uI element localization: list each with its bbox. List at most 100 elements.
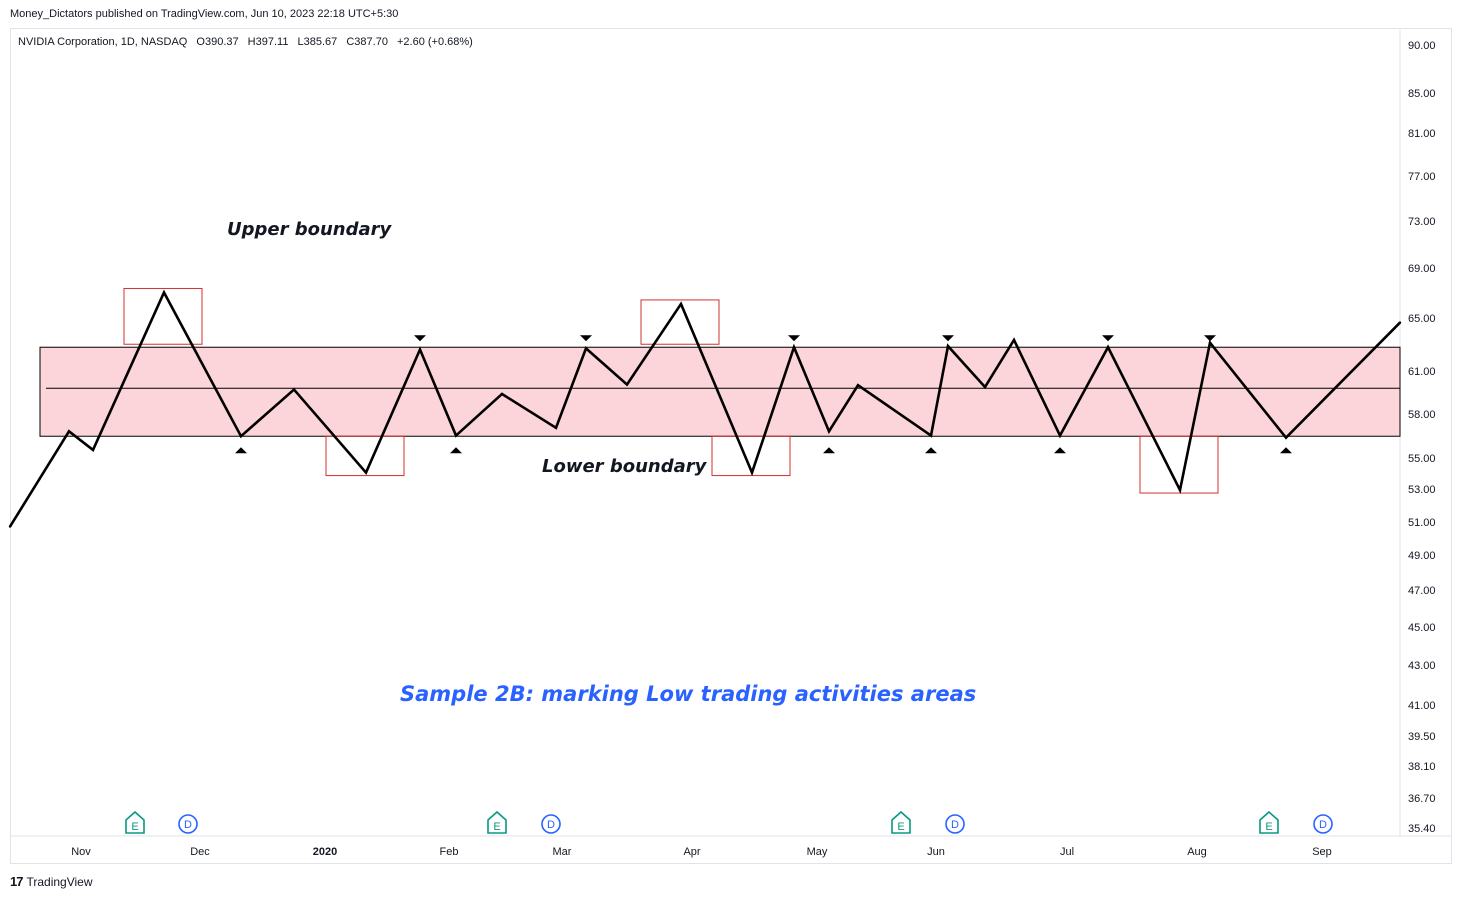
earnings-event-icon[interactable]: E bbox=[1259, 810, 1279, 834]
price-point-21 bbox=[983, 385, 987, 389]
price-series-line bbox=[8, 289, 1401, 528]
price-point-6 bbox=[292, 388, 296, 391]
svg-text:E: E bbox=[493, 821, 500, 833]
x-tick-label: 2020 bbox=[313, 846, 337, 858]
price-point-25 bbox=[1178, 488, 1182, 492]
x-tick-label: Aug bbox=[1187, 846, 1207, 858]
breakout-box-5 bbox=[1139, 435, 1219, 494]
y-tick-label: 43.00 bbox=[1408, 660, 1436, 672]
price-point-24 bbox=[1106, 346, 1110, 349]
tradingview-logo-icon: 17 bbox=[10, 874, 24, 889]
svg-text:E: E bbox=[897, 821, 904, 833]
breakout-box-4 bbox=[711, 435, 791, 477]
y-tick-label: 55.00 bbox=[1408, 453, 1436, 465]
breakout-box-1 bbox=[123, 287, 203, 345]
brand-name: TradingView bbox=[26, 874, 93, 889]
sample-note: Sample 2B: marking Low trading activitie… bbox=[400, 682, 976, 706]
price-point-17 bbox=[827, 430, 831, 433]
svg-text:E: E bbox=[1265, 821, 1272, 833]
dividend-event-icon[interactable]: D bbox=[1313, 814, 1333, 834]
open-value: O390.37 bbox=[196, 36, 239, 48]
swing-high-marker-2 bbox=[580, 335, 592, 342]
y-tick-label: 53.00 bbox=[1408, 484, 1436, 496]
y-tick-label: 85.00 bbox=[1408, 88, 1436, 100]
dividend-event-icon[interactable]: D bbox=[178, 814, 198, 834]
price-point-27 bbox=[1284, 436, 1288, 439]
price-point-9 bbox=[454, 434, 458, 437]
x-tick-label: Mar bbox=[553, 846, 572, 858]
swing-low-marker-6 bbox=[1280, 447, 1292, 454]
chart-frame bbox=[10, 28, 1452, 864]
low-value: L385.67 bbox=[297, 36, 338, 48]
x-tick-label: May bbox=[807, 846, 828, 858]
range-band bbox=[39, 346, 1401, 437]
swing-high-marker-3 bbox=[788, 335, 800, 342]
x-tick-label: Feb bbox=[440, 846, 459, 858]
price-point-18 bbox=[856, 383, 860, 387]
swing-low-marker-5 bbox=[1054, 447, 1066, 454]
price-point-7 bbox=[364, 471, 368, 474]
breakout-box-3 bbox=[640, 299, 720, 345]
upper-boundary-label: Upper boundary bbox=[227, 219, 393, 240]
price-point-20 bbox=[946, 344, 950, 348]
y-tick-label: 51.00 bbox=[1408, 517, 1436, 529]
earnings-event-icon[interactable]: E bbox=[891, 810, 911, 834]
tradingview-brand[interactable]: 17 TradingView bbox=[10, 874, 93, 889]
y-tick-label: 61.00 bbox=[1408, 366, 1436, 378]
price-point-22 bbox=[1012, 338, 1016, 342]
price-point-12 bbox=[584, 347, 588, 350]
price-point-19 bbox=[929, 434, 933, 437]
x-tick-label: Sep bbox=[1312, 846, 1332, 858]
price-point-23 bbox=[1058, 434, 1062, 437]
change-value: +2.60 (+0.68%) bbox=[397, 36, 473, 48]
svg-text:D: D bbox=[547, 819, 555, 831]
svg-text:E: E bbox=[131, 821, 138, 833]
price-point-15 bbox=[750, 471, 754, 474]
price-point-13 bbox=[625, 383, 629, 386]
earnings-event-icon[interactable]: E bbox=[487, 810, 507, 834]
x-tick-label: Dec bbox=[190, 846, 210, 858]
swing-high-marker-4 bbox=[942, 335, 954, 342]
symbol-name: NVIDIA Corporation, 1D, NASDAQ bbox=[18, 36, 188, 48]
y-tick-label: 41.00 bbox=[1408, 700, 1436, 712]
price-point-2 bbox=[67, 430, 71, 433]
y-tick-label: 65.00 bbox=[1408, 313, 1436, 325]
dividend-event-icon[interactable]: D bbox=[541, 814, 561, 834]
y-tick-label: 47.00 bbox=[1408, 585, 1436, 597]
x-tick-label: Jun bbox=[927, 846, 945, 858]
swing-low-marker-1 bbox=[235, 447, 247, 454]
price-point-14 bbox=[679, 302, 683, 306]
x-tick-label: Jul bbox=[1060, 846, 1074, 858]
price-point-5 bbox=[239, 435, 243, 438]
price-point-4 bbox=[162, 291, 166, 294]
dividend-event-icon[interactable]: D bbox=[945, 814, 965, 834]
swing-low-marker-2 bbox=[450, 447, 462, 454]
swing-high-marker-6 bbox=[1204, 335, 1216, 342]
y-tick-label: 49.00 bbox=[1408, 550, 1436, 562]
y-tick-label: 69.00 bbox=[1408, 263, 1436, 275]
price-point-10 bbox=[500, 392, 504, 396]
symbol-legend: NVIDIA Corporation, 1D, NASDAQ O390.37 H… bbox=[18, 36, 479, 48]
x-tick-label: Apr bbox=[683, 846, 700, 858]
earnings-event-icon[interactable]: E bbox=[125, 810, 145, 834]
high-value: H397.11 bbox=[247, 36, 289, 48]
price-point-8 bbox=[418, 348, 422, 351]
y-tick-label: 90.00 bbox=[1408, 40, 1436, 52]
swing-low-marker-4 bbox=[925, 447, 937, 454]
x-tick-label: Nov bbox=[71, 846, 91, 858]
y-tick-label: 36.70 bbox=[1408, 793, 1436, 805]
publisher-line: Money_Dictators published on TradingView… bbox=[10, 8, 399, 20]
price-point-16 bbox=[792, 346, 796, 349]
price-point-1 bbox=[8, 525, 12, 528]
breakout-box-2 bbox=[325, 435, 405, 477]
price-point-11 bbox=[554, 426, 558, 430]
svg-text:D: D bbox=[1319, 819, 1327, 831]
swing-high-marker-1 bbox=[414, 335, 426, 342]
y-tick-label: 39.50 bbox=[1408, 731, 1436, 743]
y-tick-label: 35.40 bbox=[1408, 823, 1436, 835]
swing-high-marker-5 bbox=[1102, 335, 1114, 342]
close-value: C387.70 bbox=[346, 36, 388, 48]
svg-text:D: D bbox=[951, 819, 959, 831]
y-tick-label: 81.00 bbox=[1408, 128, 1436, 140]
